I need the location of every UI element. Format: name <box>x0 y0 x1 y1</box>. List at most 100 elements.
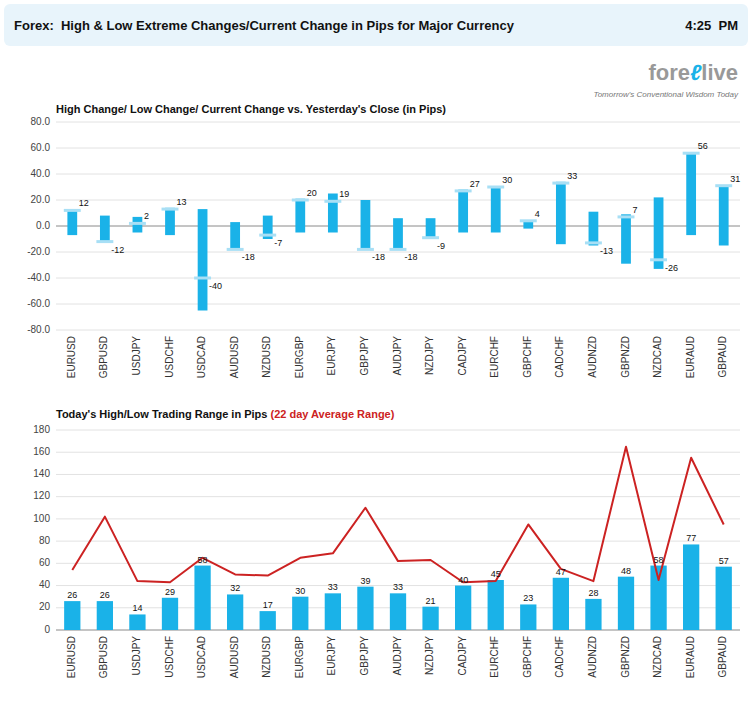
x-tick-label: EURCHF <box>489 636 500 678</box>
data-labels: 12-12213-40-18-72019-18-18-92730433-137-… <box>79 141 740 291</box>
y-tick-label: 60 <box>39 557 51 568</box>
range-bar <box>198 209 208 310</box>
x-tick-label: GBPUSD <box>98 336 109 378</box>
bar <box>129 614 145 630</box>
range-bar <box>328 194 338 233</box>
x-tick-label: CADCHF <box>554 336 565 378</box>
chart-0: -80.0-60.0-40.0-20.00.020.040.060.080.0E… <box>27 116 740 379</box>
data-label: 39 <box>360 576 370 586</box>
y-tick-label: -80.0 <box>27 324 50 335</box>
current-tick <box>585 241 602 244</box>
x-tick-label: AUDNZD <box>587 336 598 378</box>
bar <box>683 544 699 630</box>
current-tick <box>390 248 407 251</box>
bar <box>325 593 341 630</box>
y-tick-label: -60.0 <box>27 298 50 309</box>
bar <box>390 593 406 630</box>
header-band <box>4 4 748 46</box>
current-tick <box>129 222 146 225</box>
chart-title: Today's High/Low Trading Range in Pips (… <box>56 408 395 420</box>
current-tick <box>259 234 276 237</box>
data-label: 26 <box>67 590 77 600</box>
current-tick <box>455 189 472 192</box>
data-label: -18 <box>242 252 255 262</box>
grid-line <box>56 148 740 149</box>
chart-title-part: (22 day Average Range) <box>270 408 394 420</box>
bar <box>227 594 243 630</box>
x-tick-label: AUDUSD <box>229 636 240 678</box>
x-tick-label: EURAUD <box>685 336 696 378</box>
x-tick-label: USDCAD <box>196 336 207 378</box>
x-tick-label: USDJPY <box>131 336 142 376</box>
current-tick <box>96 240 113 243</box>
data-label: -18 <box>405 252 418 262</box>
range-bar <box>295 199 305 233</box>
line <box>72 447 723 583</box>
data-labels: 2626142958321730333933214045234728485877… <box>67 533 728 613</box>
current-tick <box>683 152 700 155</box>
y-tick-label: -40.0 <box>27 272 50 283</box>
current-tick <box>227 248 244 251</box>
x-tick-label: EURCHF <box>489 336 500 378</box>
data-label: 33 <box>567 171 577 181</box>
x-tick-label: GBPCHF <box>522 336 533 378</box>
data-label: -12 <box>111 245 124 255</box>
y-tick-label: 80 <box>39 535 51 546</box>
current-tick <box>194 277 211 280</box>
grid-line <box>56 122 740 123</box>
x-tick-label: USDCHF <box>164 636 175 678</box>
x-tick-label: EURUSD <box>66 336 77 378</box>
data-label: 23 <box>523 593 533 603</box>
data-label: -13 <box>600 246 613 256</box>
data-label: -26 <box>665 263 678 273</box>
x-tick-label: AUDJPY <box>392 636 403 676</box>
y-tick-label: 160 <box>33 446 50 457</box>
bar <box>64 601 80 630</box>
bar <box>357 587 373 630</box>
y-tick-label: 100 <box>33 513 50 524</box>
range-bar <box>556 182 566 244</box>
range-bar <box>458 190 468 233</box>
x-tick-label: EURJPY <box>326 336 337 376</box>
range-bar <box>621 214 631 263</box>
data-label: 57 <box>719 556 729 566</box>
grid-line <box>56 200 740 201</box>
range-bar <box>654 197 664 269</box>
data-label: 77 <box>686 533 696 543</box>
current-tick <box>552 182 569 185</box>
x-tick-label: CADJPY <box>457 636 468 676</box>
data-label: 33 <box>328 582 338 592</box>
x-tick-label: EURJPY <box>326 636 337 676</box>
chart-canvas: Forex: High & Low Extreme Changes/Curren… <box>0 0 752 706</box>
y-tick-label: 140 <box>33 468 50 479</box>
x-tick-label: NZDCAD <box>652 336 663 378</box>
data-label: 21 <box>426 596 436 606</box>
x-tick-label: EURGBP <box>294 636 305 679</box>
y-tick-label: -20.0 <box>27 246 50 257</box>
data-label: 45 <box>491 569 501 579</box>
current-tick <box>64 209 81 212</box>
current-tick <box>650 258 667 261</box>
range-bar <box>100 216 110 242</box>
bar <box>194 566 210 630</box>
data-label: 14 <box>132 603 142 613</box>
grid-line <box>56 174 740 175</box>
data-label: 30 <box>502 175 512 185</box>
grid <box>56 430 740 630</box>
x-tick-label: NZDJPY <box>424 636 435 675</box>
x-tick-label: AUDNZD <box>587 636 598 678</box>
data-label: 27 <box>470 179 480 189</box>
range-bar <box>426 218 436 238</box>
y-tick-label: 0.0 <box>36 220 50 231</box>
grid-line <box>56 452 740 453</box>
range-bar <box>589 212 599 246</box>
x-tick-label: GBPAUD <box>717 636 728 678</box>
logo-tagline: Tomorrow's Conventional Wisdom Today <box>594 90 739 99</box>
bar <box>488 580 504 630</box>
data-label: 29 <box>165 587 175 597</box>
x-tick-label: GBPAUD <box>717 336 728 378</box>
logo: foreℓlive <box>648 60 738 85</box>
grid <box>56 122 740 330</box>
y-tick-label: 20.0 <box>31 194 51 205</box>
data-label: -18 <box>372 252 385 262</box>
